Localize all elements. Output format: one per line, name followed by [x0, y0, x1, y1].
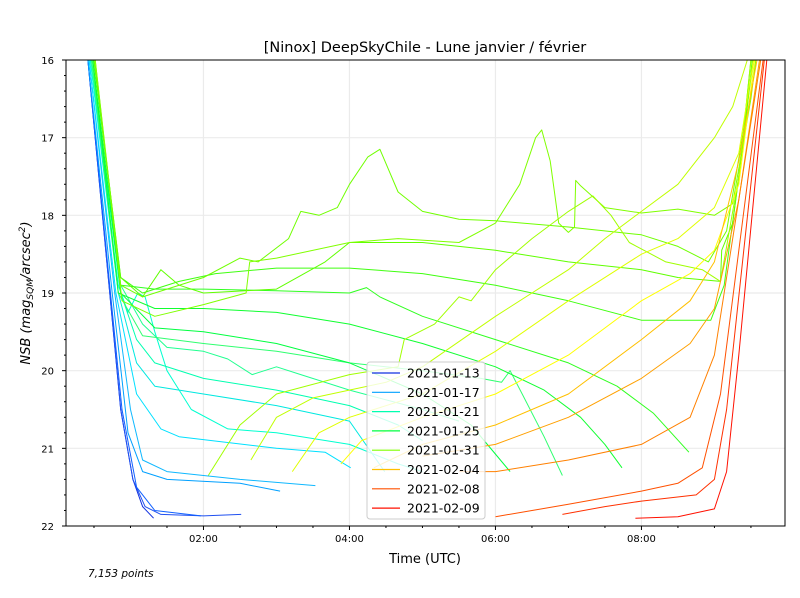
series-line-2021-01-31: [94, 60, 757, 317]
y-label-unit-post: ): [19, 221, 34, 227]
series-lines: [87, 60, 768, 519]
y-tick-label: 22: [41, 522, 54, 533]
series-line-2021-02-08: [495, 60, 764, 518]
points-count: 7,153 points: [88, 568, 154, 580]
legend-label: 2021-01-13: [407, 366, 480, 381]
series-line-2021-01-17: [87, 60, 281, 492]
series-line-night-17: [94, 60, 754, 298]
legend-label: 2021-02-09: [407, 501, 480, 516]
series-line-2021-02-09: [635, 60, 768, 519]
legend-label: 2021-02-04: [407, 462, 480, 477]
series-line-night-2: [87, 60, 242, 517]
series-line-night-5: [88, 60, 316, 487]
legend: 2021-01-13 2021-01-17 2021-01-21 2021-01-25…: [366, 361, 486, 520]
y-tick-label: 21: [41, 444, 54, 455]
y-label-unit-sup: 2: [18, 226, 28, 232]
series-line-night-13: [92, 60, 623, 469]
x-tick-label: 02:00: [189, 534, 218, 545]
series-line-night-24: [422, 60, 760, 457]
legend-box: [366, 361, 486, 520]
legend-label: 2021-02-08: [407, 481, 480, 496]
legend-label: 2021-01-25: [407, 423, 480, 438]
y-label-unit-sub: SQM: [26, 279, 36, 300]
series-line-night-25: [459, 60, 762, 473]
y-tick-label: 17: [41, 134, 54, 145]
y-label-main: NSB: [19, 338, 34, 365]
series-line-night-16: [93, 60, 753, 298]
series-line-night-6: [88, 60, 351, 469]
x-tick-label: 04:00: [335, 534, 364, 545]
series-line-night-3: [87, 60, 202, 517]
chart-title: [Ninox] DeepSkyChile - Lune janvier / fé…: [264, 40, 587, 56]
legend-label: 2021-01-21: [407, 404, 480, 419]
series-line-night-10: [91, 60, 460, 422]
axis-ticks: 02:00 04:00 06:00 08:00 16 17 18 19 20 21 22: [41, 56, 752, 545]
series-line-night-20: [250, 60, 748, 461]
series-line-night-15: [93, 60, 752, 321]
y-tick-label: 19: [41, 289, 54, 300]
x-axis-label: Time (UTC): [388, 552, 461, 567]
y-tick-label: 18: [41, 211, 54, 222]
y-label-unit-pre: (mag: [19, 300, 34, 334]
y-tick-label: 20: [41, 367, 54, 378]
series-line-night-7: [89, 60, 386, 472]
y-tick-label: 16: [41, 56, 54, 67]
y-label-unit-mid: /arcsec: [19, 232, 34, 280]
series-line-night-21: [291, 60, 754, 472]
legend-label: 2021-01-17: [407, 385, 480, 400]
x-tick-label: 06:00: [481, 534, 510, 545]
legend-label: 2021-01-31: [407, 443, 480, 458]
y-axis-label: NSB (magSQM/arcsec2): [18, 221, 36, 364]
series-line-night-27: [562, 60, 765, 515]
series-line-night-8: [89, 60, 423, 473]
series-line-night-14: [93, 60, 690, 453]
x-tick-label: 08:00: [627, 534, 656, 545]
